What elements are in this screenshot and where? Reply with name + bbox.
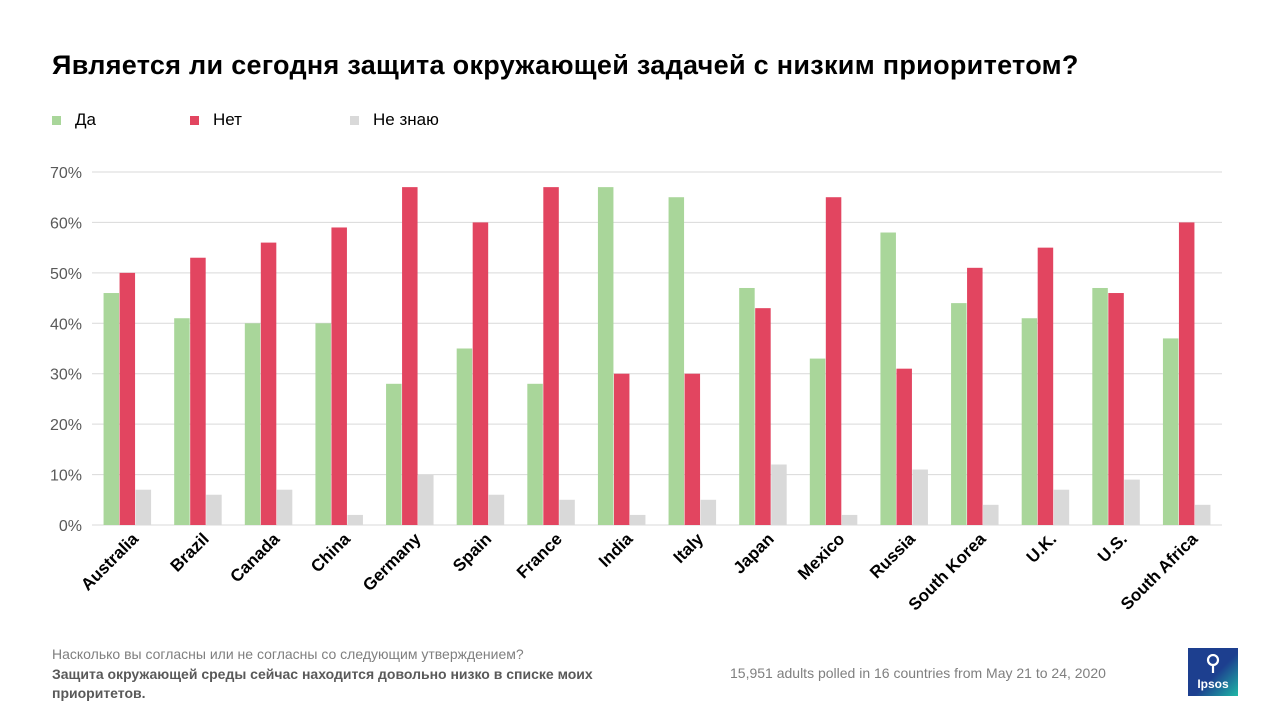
x-tick-label: Australia [77, 529, 142, 594]
bar-chart: 0% 10% 20% 30% 40% 50% 60% 70% Australia Brazil Ca… [50, 165, 1222, 614]
bar-dont-know [912, 469, 928, 525]
bar-yes [880, 232, 896, 525]
y-tick-label: 10% [50, 468, 82, 485]
bar-yes [951, 303, 967, 525]
bar-dont-know [276, 489, 293, 525]
bar-no [967, 267, 983, 525]
bar-dont-know [1053, 489, 1070, 525]
bar-dont-know [629, 514, 646, 525]
bar-no [755, 308, 771, 525]
bar-no [402, 187, 418, 525]
bar-dont-know [559, 499, 575, 525]
y-tick-label: 70% [50, 165, 82, 182]
bar-no [260, 242, 277, 525]
bar-no [1178, 222, 1195, 525]
bar-no [1037, 247, 1054, 525]
bar-yes [668, 197, 685, 525]
bar-yes [527, 383, 543, 525]
x-tick-label: Italy [670, 529, 708, 567]
bar-yes [174, 318, 190, 525]
bar-no [331, 227, 347, 525]
x-tick-label: China [307, 529, 354, 576]
survey-statement: Защита окружающей среды сейчас находится… [52, 666, 593, 701]
bar-no [119, 272, 136, 525]
x-tick-label: France [513, 529, 566, 582]
x-tick-label: Japan [730, 529, 778, 577]
bar-yes [103, 293, 120, 525]
bar-dont-know [771, 464, 787, 525]
bar-no [543, 187, 559, 525]
x-tick-label: Spain [449, 529, 495, 575]
legend-swatch-dont-know [350, 115, 359, 125]
bar-dont-know [700, 499, 717, 525]
bar-yes [1092, 287, 1108, 525]
legend-label-yes: Да [75, 110, 96, 129]
bar-no [190, 257, 206, 525]
ipsos-logo-text: Ipsos [1197, 677, 1229, 691]
bar-dont-know [206, 494, 222, 525]
ipsos-logo: Ipsos [1188, 648, 1238, 696]
legend-label-dont-know: Не знаю [373, 110, 439, 129]
survey-question: Насколько вы согласны или не согласны со… [52, 646, 524, 662]
legend-item-dont-know: Не знаю [350, 109, 439, 131]
y-tick-label: 60% [50, 215, 82, 232]
bar-dont-know [1124, 479, 1140, 525]
ipsos-logo-icon [1206, 654, 1220, 673]
bar-yes [456, 348, 473, 525]
x-tick-label: Brazil [167, 529, 213, 575]
x-tick-label: India [595, 529, 637, 571]
bar-yes [597, 187, 614, 525]
survey-note: 15,951 adults polled in 16 countries fro… [730, 665, 1106, 681]
legend-swatch-no [190, 115, 199, 125]
x-tick-label: Mexico [794, 529, 848, 583]
bar-yes [809, 358, 826, 525]
legend-item-yes: Да [52, 109, 96, 131]
bar-yes [315, 323, 331, 525]
y-tick-label: 0% [59, 518, 82, 535]
y-tick-label: 30% [50, 367, 82, 384]
legend-swatch-yes [52, 115, 61, 125]
bar-dont-know [1194, 504, 1211, 525]
y-tick-label: 50% [50, 266, 82, 283]
bar-yes [1162, 338, 1179, 525]
bar-dont-know [135, 489, 152, 525]
bar-dont-know [841, 514, 858, 525]
bar-no [896, 368, 912, 525]
legend-item-no: Нет [190, 109, 242, 131]
x-tick-label: U.S. [1094, 529, 1131, 566]
x-tick-label: Russia [866, 529, 919, 582]
bar-no [1108, 293, 1124, 525]
bar-dont-know [488, 494, 505, 525]
bar-dont-know [347, 514, 363, 525]
bar-no [825, 197, 842, 525]
bar-yes [386, 383, 402, 525]
bar-no [472, 222, 489, 525]
legend-label-no: Нет [213, 110, 242, 129]
bar-no [684, 373, 701, 525]
bar-yes [244, 323, 261, 525]
bar-yes [739, 287, 755, 525]
bar-dont-know [418, 474, 434, 525]
y-tick-label: 40% [50, 316, 82, 333]
bar-dont-know [983, 504, 999, 525]
x-tick-label: Canada [227, 529, 284, 586]
y-tick-label: 20% [50, 417, 82, 434]
chart-title: Является ли сегодня защита окружающей за… [52, 50, 1079, 80]
x-tick-label: Germany [359, 529, 425, 595]
bar-no [613, 373, 630, 525]
bar-yes [1021, 318, 1038, 525]
x-tick-label: U.K. [1023, 529, 1060, 566]
